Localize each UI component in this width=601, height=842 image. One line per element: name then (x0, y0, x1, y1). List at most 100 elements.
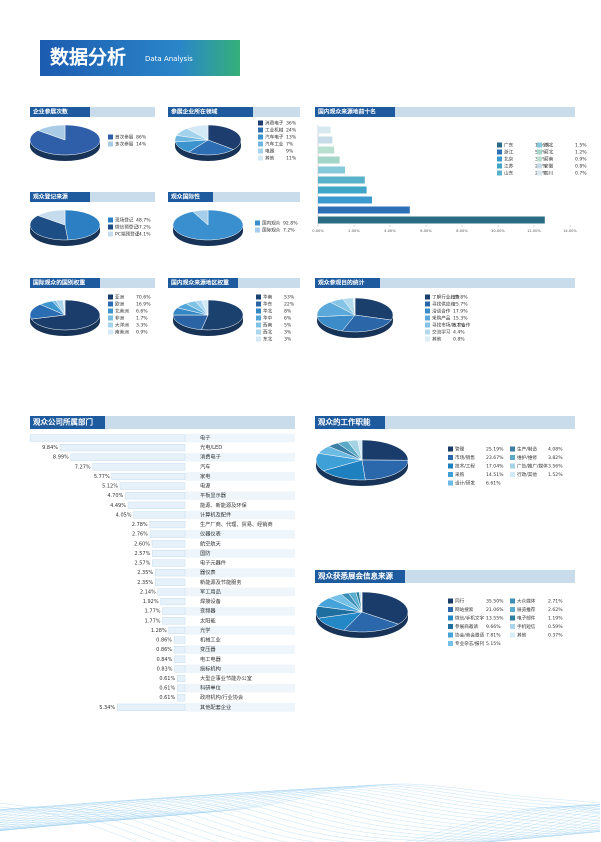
bar (29, 434, 186, 442)
legend-value: 9.66% (486, 624, 501, 630)
pie-slice (201, 299, 209, 316)
legend-label: 生产/制造 (517, 446, 537, 453)
bar (125, 492, 186, 500)
legend-swatch (537, 170, 542, 176)
legend-value: 37.2% (136, 225, 151, 231)
section-label-box (30, 192, 90, 202)
legend-value: 6.61% (486, 481, 501, 487)
bar (119, 482, 186, 490)
bar-value-label: 7.27% (75, 464, 91, 470)
bar-value-label: 0.61% (159, 676, 175, 682)
category-label: 能源、新能源及环保 (200, 501, 248, 509)
bar-value-label: 2.14% (140, 589, 156, 595)
pie-slice (172, 314, 209, 330)
wave-line (0, 789, 601, 827)
legend-swatch (537, 149, 542, 155)
wave-line (0, 790, 601, 830)
legend-swatch (497, 142, 502, 148)
legend-label: 多次参展 (115, 141, 134, 148)
bar (70, 453, 186, 461)
pie-slice (64, 209, 101, 241)
wave-line (0, 794, 601, 838)
wave-line (0, 802, 601, 842)
header-subtitle: Data Analysis (145, 55, 193, 63)
legend-label: 维护/维修 (517, 454, 537, 461)
section-label-box (315, 570, 405, 583)
legend-value: 14% (136, 142, 147, 148)
legend-value: 11% (286, 156, 297, 162)
legend-label: 大洋洲 (115, 322, 129, 329)
row-stripe (185, 520, 295, 529)
bar-value-label: 9.84% (42, 445, 58, 451)
legend-value: 3% (284, 330, 292, 336)
row-stripe (185, 472, 295, 481)
legend-label: 浙江 (504, 149, 514, 156)
category-label: 器仪表 (200, 568, 216, 576)
section-label-box (168, 192, 213, 202)
legend-label: 同行 (455, 598, 465, 605)
category-label: 变压器 (200, 645, 216, 653)
wave-line (0, 790, 601, 831)
legend-label: 江苏 (504, 163, 514, 170)
legend-value: 6.1% (453, 323, 465, 329)
bar-value-label: 1.77% (145, 618, 161, 624)
wave-line (0, 804, 601, 842)
bar-value-label: 5.34% (99, 705, 115, 711)
bar (177, 694, 186, 702)
legend-value: 0.9% (136, 330, 148, 336)
legend-label: 洽谈合作 (432, 308, 451, 315)
bar-value-label: 2.35% (137, 570, 153, 576)
bar (177, 684, 186, 692)
legend-value: 3% (284, 337, 292, 343)
legend-swatch (537, 156, 542, 162)
row-stripe (185, 654, 295, 664)
bar (162, 617, 186, 625)
x-tick-label: 14.00% (563, 229, 577, 233)
legend-label: 广告/推广/媒体 (517, 463, 548, 470)
section-title: 参展企业所在领域 (171, 108, 218, 116)
legend-swatch (258, 134, 263, 140)
legend-value: 8% (284, 309, 292, 315)
bar (174, 655, 186, 663)
bar (318, 176, 365, 184)
legend-swatch (425, 329, 430, 335)
wave-line (0, 801, 601, 842)
legend-swatch (448, 598, 453, 604)
pie-slice (322, 459, 366, 481)
legend-label: 电子邮件 (517, 615, 536, 622)
category-label: 计算机及配件 (200, 510, 231, 518)
legend-label: 其他 (517, 632, 527, 639)
bar (318, 126, 331, 134)
bar-value-label: 2.57% (134, 561, 150, 567)
section-title: 观众获悉展会信息来源 (318, 571, 393, 581)
legend-swatch (108, 322, 113, 328)
pie-slice (352, 297, 356, 316)
row-stripe (185, 606, 295, 616)
legend-value: 0.8% (453, 337, 465, 343)
legend-value: 6.6% (136, 309, 148, 315)
legend-value: 25.19% (486, 447, 504, 453)
bar (133, 511, 186, 519)
legend-value: 12.6% (535, 143, 550, 149)
legend-label: 手机短信 (517, 623, 536, 630)
pie-slice (188, 139, 235, 156)
bar (318, 146, 335, 154)
legend-label: PC端预登记 (115, 231, 140, 238)
legend-value: 22% (284, 302, 295, 308)
pie-slice (62, 299, 66, 316)
legend-value: 24% (286, 128, 297, 134)
legend-label: 参展商邀请 (455, 623, 478, 630)
category-label: 航空航天 (200, 539, 221, 547)
wave-line (0, 803, 601, 842)
legend-value: 4.4% (453, 330, 465, 336)
bar (318, 186, 367, 194)
legend-label: 汽车电子 (265, 134, 284, 141)
legend-swatch (108, 134, 113, 140)
legend-value: 36% (286, 121, 297, 127)
category-label: 平板显示器 (200, 491, 227, 499)
legend-label: 河南 (544, 156, 554, 163)
category-label: 太阳能 (200, 616, 216, 624)
row-stripe (185, 452, 295, 462)
legend-value: 7.2% (283, 228, 295, 234)
category-label: 科研单位 (200, 684, 221, 692)
